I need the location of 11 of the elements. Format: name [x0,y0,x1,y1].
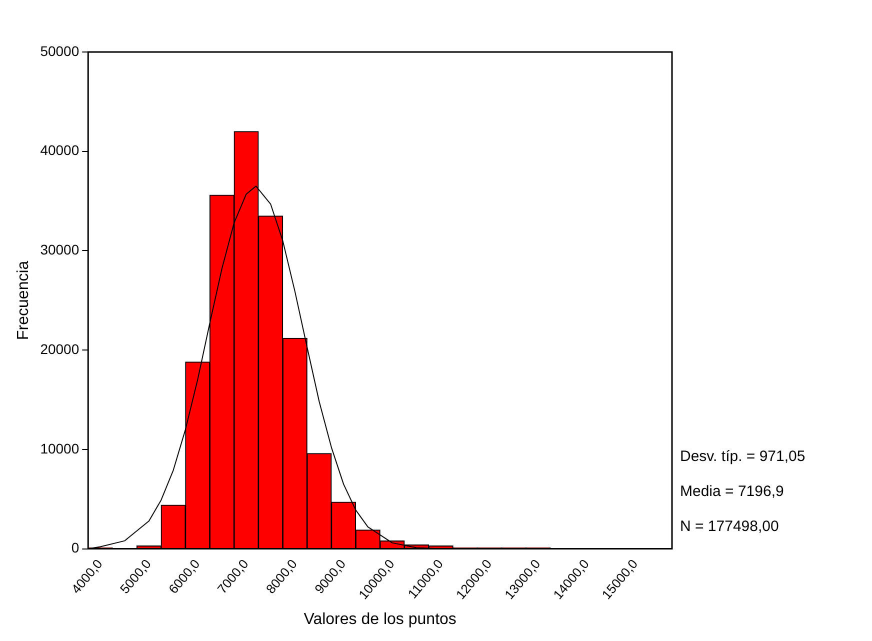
y-tick-label: 40000 [40,142,80,158]
y-tick-label: 50000 [40,42,80,59]
y-tick-label: 20000 [40,340,80,357]
text: Desv. típ. = 971,05 [680,448,806,465]
text: N = 177498,00 [680,518,779,535]
text: Media = 7196,9 [680,482,784,500]
y-tick-label: 10000 [40,440,80,456]
y-tick-label: 30000 [40,242,80,258]
y-axis-title: Frecuencia [15,260,32,340]
x-axis-title: Valores de los puntos [304,610,456,628]
y-tick-label: 0 [71,540,80,556]
